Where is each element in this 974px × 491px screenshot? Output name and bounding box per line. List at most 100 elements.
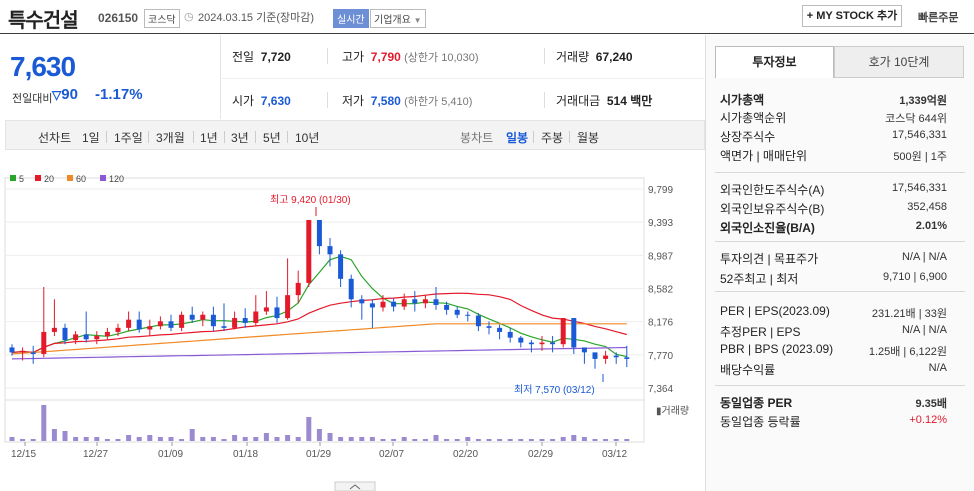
info-label: 외국인소진율(B/A) bbox=[720, 221, 815, 235]
low-label: 저가 bbox=[342, 94, 365, 108]
candle-body bbox=[200, 314, 206, 320]
tab-period-5y[interactable]: 5년 bbox=[263, 131, 281, 145]
candle-body bbox=[94, 336, 100, 340]
volume-bar bbox=[9, 437, 15, 441]
volume-bar bbox=[624, 439, 630, 441]
volume-bar bbox=[603, 439, 609, 441]
info-label: 시가총액 bbox=[720, 93, 765, 107]
volume-bar bbox=[433, 435, 439, 441]
tab-period-3y[interactable]: 3년 bbox=[231, 131, 249, 145]
price-panel bbox=[0, 35, 221, 119]
volume-bar bbox=[285, 435, 291, 441]
candle-body bbox=[232, 318, 238, 328]
legend-label: 120 bbox=[109, 174, 124, 184]
open-price: 시가 7,630 bbox=[232, 92, 291, 109]
volume-bar bbox=[316, 429, 322, 441]
candle-chart-label: 봉차트 bbox=[460, 131, 494, 145]
candle-body bbox=[20, 350, 26, 353]
volume-bar bbox=[189, 429, 195, 441]
y-tick-label: 7,770 bbox=[648, 351, 673, 362]
line-chart-label: 선차트 bbox=[38, 131, 72, 145]
legend-swatch bbox=[67, 175, 73, 181]
volume-bar bbox=[168, 437, 174, 441]
candle-body bbox=[613, 355, 619, 358]
volume-bar bbox=[232, 435, 238, 441]
legend-swatch bbox=[10, 175, 16, 181]
divider bbox=[569, 131, 570, 143]
low-annotation: 최저 7,570 (03/12) bbox=[514, 384, 595, 396]
tab-candle-daily[interactable]: 일봉 bbox=[506, 131, 529, 145]
price-plot-area bbox=[4, 177, 645, 401]
candle-body bbox=[550, 342, 556, 345]
volume-bar bbox=[422, 439, 428, 441]
volume-bar bbox=[518, 439, 524, 441]
candle-body bbox=[157, 321, 163, 327]
volume-bar bbox=[83, 437, 89, 441]
info-label: 외국인보유주식수(B) bbox=[720, 202, 825, 216]
lower-limit: (하한가 5,410) bbox=[404, 96, 473, 108]
volume: 거래량 67,240 bbox=[556, 48, 633, 65]
company-overview-dropdown[interactable]: 기업개요 ▼ bbox=[370, 9, 426, 28]
candle-body bbox=[179, 314, 185, 328]
candle-body bbox=[518, 337, 524, 343]
candle-body bbox=[316, 219, 322, 247]
candle-body bbox=[9, 347, 15, 353]
high-price: 고가 7,790 (상한가 10,030) bbox=[342, 48, 479, 65]
candle-body bbox=[539, 342, 545, 345]
info-label: 추정PER | EPS bbox=[720, 325, 801, 339]
volume-bar bbox=[401, 437, 407, 441]
candle-body bbox=[571, 318, 577, 348]
candle-body bbox=[592, 352, 598, 359]
candle-body bbox=[221, 326, 227, 328]
tab-candle-monthly[interactable]: 월봉 bbox=[577, 131, 600, 145]
candle-body bbox=[475, 315, 481, 327]
info-label: 외국인한도주식수(A) bbox=[720, 183, 825, 197]
tab-period-1d[interactable]: 1일 bbox=[82, 131, 100, 145]
info-label: PER | EPS(2023.09) bbox=[720, 304, 830, 318]
tab-order-book-10[interactable]: 호가 10단계 bbox=[834, 46, 964, 78]
add-mystock-button[interactable]: + MY STOCK 추가 bbox=[802, 5, 902, 27]
tab-candle-weekly[interactable]: 주봉 bbox=[541, 131, 564, 145]
clock-icon: ◷ bbox=[184, 11, 194, 23]
candle-body bbox=[624, 357, 630, 359]
amount-label: 거래대금 bbox=[556, 94, 601, 108]
volume-bar bbox=[62, 431, 68, 441]
volume-bar bbox=[454, 439, 460, 441]
quick-order-link[interactable]: 빠른주문 bbox=[918, 12, 959, 24]
chevron-up-icon bbox=[349, 484, 361, 490]
candle-body bbox=[369, 303, 375, 308]
tab-period-3m[interactable]: 3개월 bbox=[156, 131, 185, 145]
candlestick-chart[interactable]: 5 20 60 120 9,799 9,393 8,987 8,582 8,176 7,770 7,… bbox=[0, 170, 705, 491]
volume-bar bbox=[497, 439, 503, 441]
candle-body bbox=[380, 301, 386, 308]
volume-bar bbox=[306, 417, 312, 441]
candle-body bbox=[581, 347, 587, 353]
divider bbox=[544, 92, 545, 108]
chart-expand-tab bbox=[334, 481, 376, 491]
tab-period-1w[interactable]: 1주일 bbox=[114, 131, 143, 145]
volume-bar bbox=[157, 437, 163, 441]
volume-bar bbox=[147, 435, 153, 441]
candle-body bbox=[497, 327, 503, 332]
legend-swatch bbox=[100, 175, 106, 181]
divider bbox=[533, 131, 534, 143]
ma-line-120 bbox=[11, 346, 627, 360]
ma-line-20 bbox=[11, 292, 627, 354]
volume-bar bbox=[550, 439, 556, 441]
candle-body bbox=[306, 219, 312, 283]
tab-investment-info[interactable]: 투자정보 bbox=[715, 46, 834, 78]
prev-value: 7,720 bbox=[260, 50, 291, 64]
tab-period-10y[interactable]: 10년 bbox=[295, 131, 320, 145]
realtime-button[interactable]: 실시간 bbox=[333, 9, 369, 28]
info-value: 17,546,331 bbox=[891, 182, 947, 194]
volume-bar bbox=[613, 439, 619, 441]
volume-bar bbox=[486, 439, 492, 441]
candle-body bbox=[295, 282, 301, 296]
volume-bar bbox=[338, 437, 344, 441]
volume-bar bbox=[94, 437, 100, 441]
candle-body bbox=[104, 331, 110, 337]
tab-period-1y[interactable]: 1년 bbox=[200, 131, 218, 145]
change-label: 전일대비 bbox=[12, 93, 53, 105]
candle-body bbox=[136, 319, 142, 330]
volume-bar bbox=[444, 439, 450, 441]
